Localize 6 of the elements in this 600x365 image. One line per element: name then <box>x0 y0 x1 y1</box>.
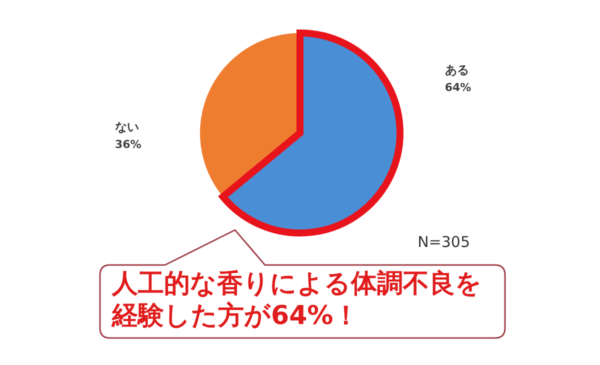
data-label: 36% <box>115 138 142 151</box>
text: 人工的な香りによる体調不良を経験した方が64%！ <box>112 268 483 332</box>
slice-label: ある <box>444 62 469 77</box>
data-label: 64% <box>444 80 472 94</box>
text: N=305 <box>418 233 470 251</box>
slice-label: ない <box>115 120 140 134</box>
